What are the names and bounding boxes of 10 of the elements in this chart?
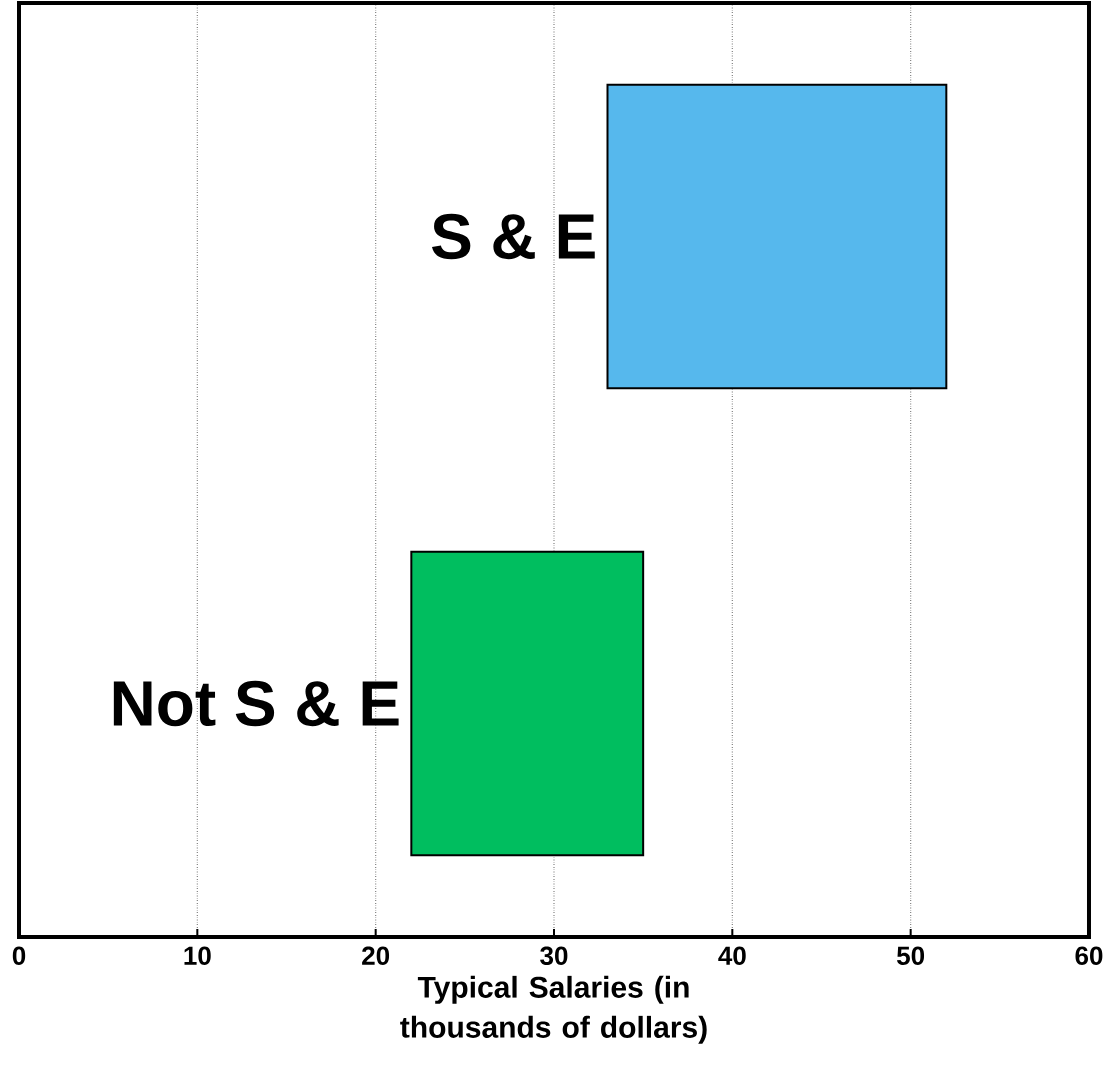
x-tick-label: 0 (12, 946, 26, 965)
x-tick-label: 50 (897, 946, 925, 965)
x-tick-label: 60 (1075, 946, 1103, 965)
x-tick-label: 30 (540, 946, 568, 965)
x-axis-title: Typical Salaries (in thousands of dollars) (400, 975, 707, 1044)
y-tick-label: Not S & E (113, 680, 399, 727)
y-tick-label: S & E (431, 213, 595, 260)
x-tick-label: 40 (718, 946, 746, 965)
x-tick-label: 20 (362, 946, 390, 965)
x-tick-label: 10 (184, 946, 211, 965)
